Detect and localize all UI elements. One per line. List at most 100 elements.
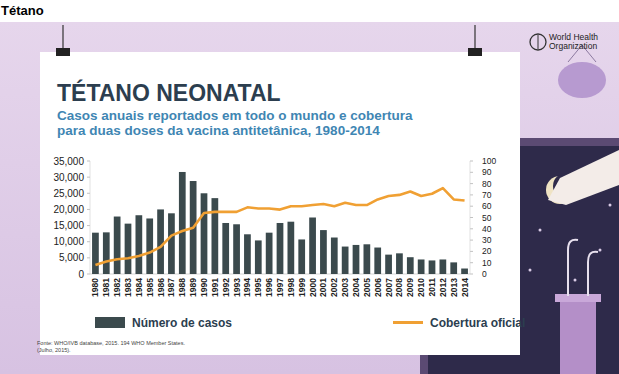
- x-tick-label: 2013: [449, 278, 459, 297]
- bar: [222, 223, 229, 274]
- bar: [211, 198, 218, 274]
- y-tick-label: 0: [78, 269, 84, 280]
- y2-tick-label: 10: [482, 258, 492, 268]
- subtitle: Casos anuais reportados em todo o mundo …: [57, 108, 413, 123]
- source: (Julho, 2015).: [37, 347, 71, 353]
- y2-tick: [470, 161, 473, 162]
- y2-tick-label: 70: [482, 190, 492, 200]
- x-tick-label: 2002: [329, 278, 339, 297]
- x-tick-label: 2005: [362, 278, 372, 297]
- y-tick: [87, 193, 90, 194]
- y2-tick: [470, 206, 473, 207]
- star: [599, 249, 602, 252]
- y2-tick-label: 30: [482, 235, 492, 245]
- y-tick-label: 20,000: [53, 204, 84, 215]
- bar: [179, 172, 186, 274]
- bar: [418, 259, 425, 274]
- x-tick-label: 1981: [101, 278, 111, 297]
- x-tick-label: 2009: [405, 278, 415, 297]
- y-tick: [87, 225, 90, 226]
- line: [95, 188, 464, 265]
- bar: [201, 193, 208, 274]
- x-tick-label: 2011: [427, 278, 437, 297]
- bar: [461, 269, 468, 274]
- x-tick-label: 1997: [275, 278, 285, 297]
- umbrella: [588, 252, 598, 296]
- card: [40, 52, 520, 355]
- x-tick-label: 1989: [188, 278, 198, 297]
- bar: [396, 253, 403, 274]
- y2-tick: [470, 240, 473, 241]
- y-axis: [90, 161, 91, 274]
- bar: [407, 257, 414, 274]
- organization: Organization: [549, 41, 597, 51]
- bar: [385, 255, 392, 274]
- stand-rim: [555, 294, 601, 302]
- y2-tick: [470, 228, 473, 229]
- y2-tick-label: 60: [482, 201, 492, 211]
- marks: [92, 172, 468, 274]
- bar: [233, 224, 240, 274]
- y2-tick-label: 100: [482, 156, 496, 166]
- y2-tick: [470, 262, 473, 263]
- bar: [125, 224, 132, 274]
- bar: [255, 240, 262, 274]
- title: TÉTANO NEONATAL: [57, 79, 281, 106]
- bar: [450, 262, 457, 274]
- bar: [342, 247, 349, 274]
- y-tick: [87, 161, 90, 162]
- y2-tick: [470, 217, 473, 218]
- y2-axis: [470, 161, 471, 274]
- y2-tick: [470, 172, 473, 173]
- bar: [309, 218, 316, 275]
- x-tick-label: 1984: [134, 278, 144, 297]
- bar: [135, 215, 142, 274]
- x-tick-label: 2004: [351, 278, 361, 297]
- y2-tick: [470, 274, 473, 275]
- y2-tick-label: 20: [482, 246, 492, 256]
- y-tick-label: 10,000: [53, 236, 84, 247]
- x-tick-label: 1994: [242, 278, 252, 297]
- legend-key: [95, 317, 125, 328]
- y2-tick: [470, 194, 473, 195]
- x-tick-label: 1987: [166, 278, 176, 297]
- bar: [363, 244, 370, 274]
- x-tick-label: 2012: [438, 278, 448, 297]
- x-tick-label: 1980: [90, 278, 100, 297]
- y-tick-label: 5,000: [59, 252, 84, 263]
- canvas: TétanoWorld HealthOrganizationTÉTANO NEO…: [0, 0, 619, 374]
- bar: [266, 233, 273, 274]
- x-tick-label: 1996: [264, 278, 274, 297]
- star: [574, 279, 577, 282]
- bar: [439, 259, 446, 274]
- x-tick-label: 1999: [297, 278, 307, 297]
- umbrella: [568, 240, 578, 296]
- x-tick-label: 2000: [308, 278, 318, 297]
- y-tick: [87, 209, 90, 210]
- x-tick-label: 2007: [384, 278, 394, 297]
- x-tick-label: 2001: [318, 278, 328, 297]
- legend-key: [393, 321, 423, 324]
- bar: [157, 209, 164, 274]
- y-tick: [87, 241, 90, 242]
- x-tick-label: 2014: [460, 278, 470, 297]
- y2-tick-label: 40: [482, 224, 492, 234]
- bar: [331, 238, 338, 274]
- y2-tick-label: 0: [482, 269, 487, 279]
- sign: [558, 62, 606, 98]
- x-tick-label: 2006: [373, 278, 383, 297]
- y2-tick: [470, 183, 473, 184]
- x-tick-label: 1993: [232, 278, 242, 297]
- source: Fonte: WHO/IVB database, 2015. 194 WHO M…: [37, 340, 185, 346]
- logo-emblem: [530, 34, 546, 50]
- y2-tick: [470, 251, 473, 252]
- y2-tick-label: 80: [482, 179, 492, 189]
- hand: [548, 150, 619, 205]
- bar: [146, 218, 153, 274]
- y-tick: [87, 274, 90, 275]
- bar: [374, 248, 381, 274]
- bar: [287, 222, 294, 274]
- bar: [429, 260, 436, 274]
- y-tick-label: 25,000: [53, 188, 84, 199]
- heading: Tétano: [1, 3, 44, 18]
